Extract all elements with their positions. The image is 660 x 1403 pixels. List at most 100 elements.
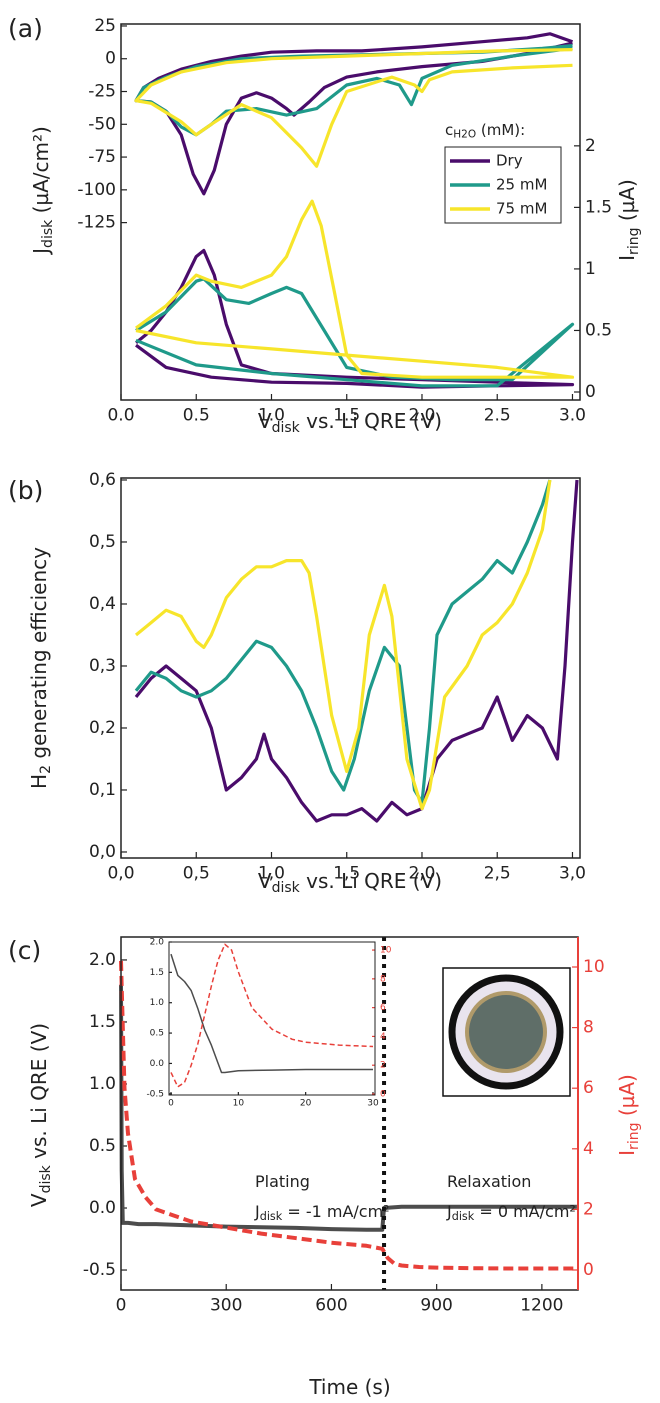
x-tick-label: 0,5 <box>183 863 210 883</box>
y2-tick-label: 0 <box>380 1089 386 1099</box>
data-line <box>134 479 552 811</box>
y2-tick-label: 0 <box>585 382 596 402</box>
plot-frame <box>168 941 376 1096</box>
x-tick-label: 300 <box>210 1295 242 1315</box>
x-axis-label: Vdisk vs. Li QRE (V) <box>258 869 442 897</box>
y-tick-label: 0,1 <box>89 780 116 800</box>
y-tick-label: 0.5 <box>89 1136 116 1156</box>
y-axis-label-part: (µA/cm²) <box>29 126 53 220</box>
y2-axis-label-part: (µA) <box>615 1074 639 1122</box>
y2-axis-label-part: I <box>615 255 639 261</box>
y2-tick-label: 10 <box>380 946 392 956</box>
y-tick-label: -125 <box>77 213 116 233</box>
x-tick-label: 900 <box>420 1295 452 1315</box>
y-axis-label-part: generating efficiency <box>27 547 51 765</box>
y-tick-label: -0.5 <box>146 1089 164 1099</box>
x-axis-label-part: vs. Li QRE (V) <box>300 869 442 893</box>
legend-title: cH2O (mM): <box>445 121 525 141</box>
data-line <box>134 479 579 823</box>
annotation-part: J <box>446 1202 452 1221</box>
y2-tick-label: 4 <box>380 1032 386 1042</box>
y2-tick-label: 1 <box>585 259 596 279</box>
y-tick-label: -75 <box>88 147 116 167</box>
data-line <box>134 32 574 196</box>
photo <box>442 967 571 1097</box>
annotation: Plating <box>255 1172 310 1191</box>
y-tick-label: -100 <box>77 180 116 200</box>
x-axis-label-part: disk <box>272 420 301 436</box>
x-tick-label: 20 <box>300 1099 312 1109</box>
data-line <box>134 479 552 804</box>
annotation-part: Relaxation <box>447 1172 531 1191</box>
annotation: Jdisk = 0 mA/cm² <box>446 1202 576 1223</box>
annotation: Relaxation <box>447 1172 531 1191</box>
y-axis-label-part: disk <box>40 219 56 248</box>
y-tick-label: 0.0 <box>150 1059 165 1069</box>
y2-tick-label: 10 <box>583 957 605 977</box>
x-tick-label: 2.5 <box>484 405 511 425</box>
x-tick-label: 0.0 <box>107 405 134 425</box>
y-axis-label-part: disk <box>38 1164 54 1193</box>
y2-axis-label: Iring (µA) <box>615 1074 643 1156</box>
y-axis-label: Vdisk vs. Li QRE (V) <box>27 1023 55 1207</box>
y2-tick-label: 8 <box>380 974 386 984</box>
x-tick-label: 1,5 <box>333 863 360 883</box>
y-tick-label: 1.5 <box>150 968 164 978</box>
plot-frame <box>120 23 581 401</box>
y-tick-label: 2.0 <box>89 950 116 970</box>
x-axis-label-part: V <box>258 869 272 893</box>
y-axis-label-part: 2 <box>38 765 54 774</box>
x-axis-label-part: Time (s) <box>308 1375 390 1399</box>
y-tick-label: 0,2 <box>89 718 116 738</box>
y2-tick-label: 2 <box>380 1061 386 1071</box>
x-tick-label: 1200 <box>520 1295 563 1315</box>
y-tick-label: -50 <box>88 114 116 134</box>
y2-axis-label-part: I <box>615 1150 639 1156</box>
y2-tick-label: 2 <box>583 1199 594 1219</box>
y2-tick-label: 2 <box>585 136 596 156</box>
x-axis-label: Time (s) <box>308 1375 390 1399</box>
legend-title-part: H2O <box>453 129 476 141</box>
annotation-part: Plating <box>255 1172 310 1191</box>
y-tick-label: 1.0 <box>89 1074 116 1094</box>
data-line <box>135 199 575 379</box>
x-tick-label: 1.5 <box>333 405 360 425</box>
legend-label: 25 mM <box>496 176 547 194</box>
y2-tick-label: 8 <box>583 1018 594 1038</box>
x-tick-label: 1,0 <box>258 863 285 883</box>
x-axis-label: Vdisk vs. Li QRE (V) <box>258 409 442 437</box>
y-tick-label: -0.5 <box>83 1260 116 1280</box>
y2-axis-label-part: ring <box>626 228 642 255</box>
annotation-part: = 0 mA/cm² <box>474 1202 576 1221</box>
y-tick-label: 0.5 <box>150 1029 164 1039</box>
x-tick-label: 10 <box>233 1099 245 1109</box>
annotation-part: = -1 mA/cm² <box>282 1202 389 1221</box>
plot-frame <box>120 477 581 859</box>
y-tick-label: 0,4 <box>89 594 116 614</box>
annotation-part: disk <box>452 1210 475 1223</box>
y2-tick-label: 0.5 <box>585 320 612 340</box>
x-tick-label: 2,5 <box>484 863 511 883</box>
y-axis-label-part: vs. Li QRE (V) <box>27 1023 51 1165</box>
annotation-part: disk <box>260 1210 283 1223</box>
y2-tick-label: 6 <box>380 1003 386 1013</box>
plot-background <box>169 942 375 1095</box>
y2-axis-label-part: ring <box>626 1123 642 1150</box>
data-line <box>134 248 575 389</box>
y2-tick-label: 0 <box>583 1260 594 1280</box>
x-tick-label: 600 <box>315 1295 347 1315</box>
y2-tick-label: 4 <box>583 1139 594 1159</box>
x-tick-label: 0.5 <box>183 405 210 425</box>
x-axis-label-part: disk <box>272 880 301 896</box>
y-tick-label: 0 <box>105 49 116 69</box>
y-tick-label: -25 <box>88 82 116 102</box>
x-tick-label: 1.0 <box>258 405 285 425</box>
data-line <box>134 48 573 168</box>
panel-label: (b) <box>8 476 43 505</box>
panel-label: (c) <box>8 936 41 965</box>
y-axis-label-part: J <box>29 248 53 256</box>
y-axis-label-part: V <box>27 1193 51 1207</box>
y2-axis-label-part: (µA) <box>615 179 639 227</box>
data-line <box>170 953 373 1074</box>
